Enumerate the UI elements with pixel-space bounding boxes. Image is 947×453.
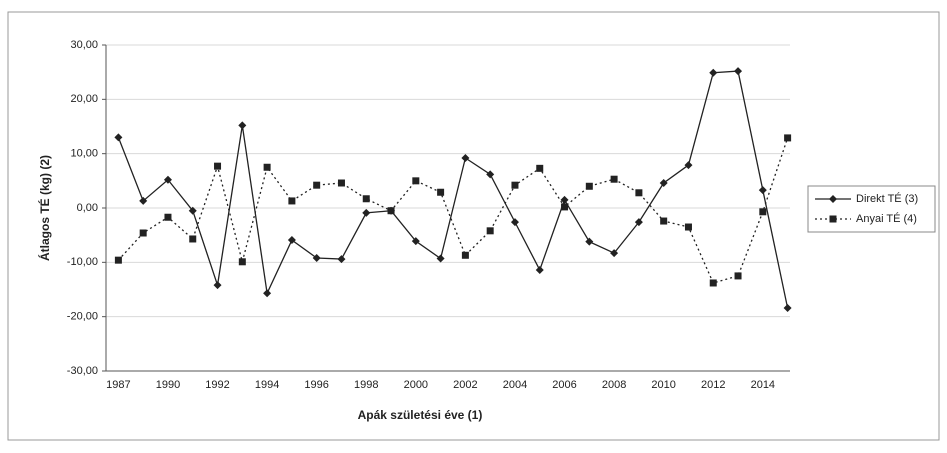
data-point [436, 254, 445, 263]
data-point [561, 203, 569, 211]
data-point [114, 256, 122, 264]
data-point [709, 68, 718, 77]
series-line [117, 70, 789, 309]
data-point [684, 223, 692, 231]
data-point [337, 255, 346, 264]
data-point [784, 134, 792, 142]
x-tick-label: 2004 [503, 379, 527, 391]
data-point [709, 279, 717, 287]
data-point [536, 164, 544, 172]
x-tick-label: 2008 [602, 379, 626, 391]
y-tick-label: 0,00 [77, 202, 98, 214]
x-tick-label: 1996 [304, 379, 328, 391]
x-tick-label: 1994 [255, 379, 279, 391]
data-point [585, 182, 593, 190]
data-point [238, 121, 247, 130]
data-point [610, 249, 619, 258]
data-point [461, 251, 469, 259]
data-point [214, 162, 222, 170]
data-point [486, 170, 495, 179]
data-point [734, 272, 742, 280]
data-point [511, 181, 519, 189]
x-tick-label: 2002 [453, 379, 477, 391]
data-point [263, 289, 272, 298]
data-point [783, 303, 792, 312]
data-point [585, 237, 594, 246]
data-point [635, 189, 643, 197]
data-point [164, 213, 172, 221]
data-point [659, 179, 668, 188]
y-tick-label: 10,00 [70, 148, 98, 160]
data-point [411, 237, 420, 246]
data-point [163, 175, 172, 184]
data-point [188, 206, 197, 215]
data-point [288, 197, 296, 205]
chart-frame [7, 11, 940, 441]
data-point [684, 161, 693, 170]
data-point [734, 67, 743, 76]
x-tick-label: 1992 [205, 379, 229, 391]
legend-box [807, 185, 936, 233]
data-point [213, 281, 222, 290]
data-point [412, 177, 420, 185]
x-axis-title: Apák születési éve (1) [358, 408, 483, 422]
data-point [486, 227, 494, 235]
x-tick-label: 1987 [106, 379, 130, 391]
data-point [387, 207, 395, 215]
legend-marker [829, 195, 837, 203]
data-point [139, 196, 148, 205]
x-tick-label: 2006 [552, 379, 576, 391]
y-tick-label: -30,00 [67, 365, 98, 377]
data-point [510, 218, 519, 227]
legend-marker [829, 215, 837, 223]
x-tick-label: 2000 [404, 379, 428, 391]
data-point [189, 235, 197, 243]
data-point [312, 253, 321, 262]
x-tick-label: 2012 [701, 379, 725, 391]
data-point [437, 188, 445, 196]
data-point [560, 195, 569, 204]
data-point [337, 179, 345, 187]
data-point [759, 208, 767, 216]
data-point [634, 218, 643, 227]
data-point [263, 163, 271, 171]
y-tick-label: -20,00 [67, 311, 98, 323]
legend-label: Anyai TÉ (4) [856, 212, 917, 225]
legend-label: Direkt TÉ (3) [856, 192, 918, 205]
data-point [238, 258, 246, 266]
y-tick-label: 30,00 [70, 39, 98, 51]
y-axis-title: Átlagos TÉ (kg) (2) [37, 155, 52, 261]
data-point [758, 186, 767, 195]
data-point [362, 195, 370, 203]
series-line [117, 137, 789, 284]
y-tick-label: -10,00 [67, 256, 98, 268]
data-point [114, 133, 123, 142]
x-tick-label: 1998 [354, 379, 378, 391]
y-tick-label: 20,00 [70, 93, 98, 105]
data-point [610, 175, 618, 183]
data-point [535, 265, 544, 274]
data-point [139, 229, 147, 237]
x-tick-label: 1990 [156, 379, 180, 391]
data-point [660, 217, 668, 225]
x-tick-label: 2014 [751, 379, 775, 391]
data-point [461, 154, 470, 163]
data-point [287, 236, 296, 245]
data-point [362, 208, 371, 217]
data-point [313, 181, 321, 189]
x-tick-label: 2010 [651, 379, 675, 391]
